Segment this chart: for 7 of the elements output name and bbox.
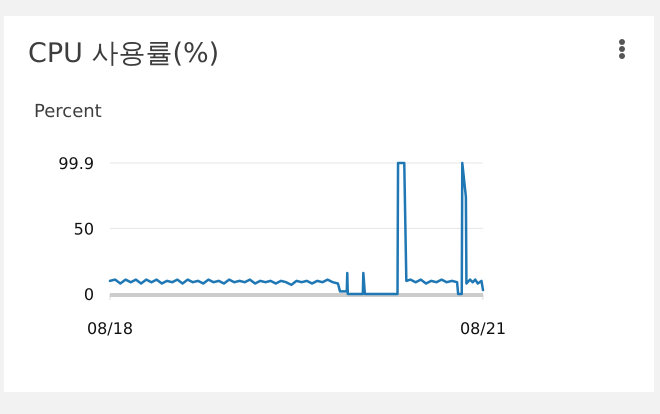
y-tick-label: 99.9 xyxy=(58,154,94,173)
chart-title: CPU 사용률(%) xyxy=(28,38,220,69)
y-axis-title: Percent xyxy=(34,101,102,122)
x-tick-label: 08/18 xyxy=(86,319,134,338)
x-tick-label: 08/21 xyxy=(460,319,506,338)
y-tick-label: 50 xyxy=(74,219,94,238)
y-tick-label: 0 xyxy=(84,285,94,304)
